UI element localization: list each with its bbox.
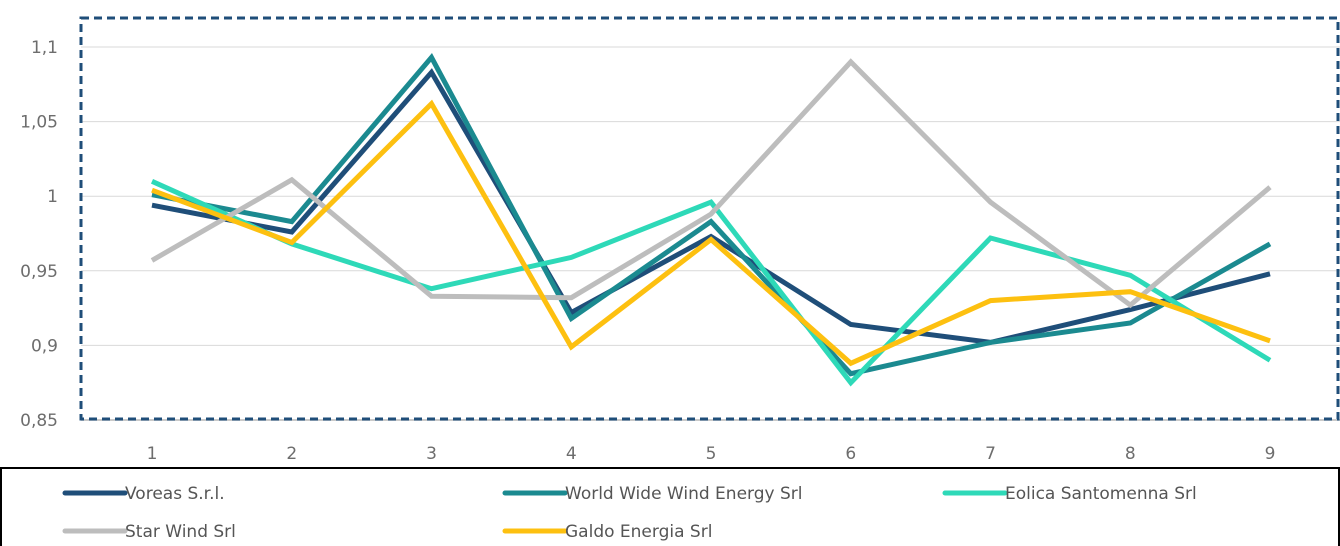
- y-tick-label: 1,1: [31, 38, 58, 58]
- legend-label: Eolica Santomenna Srl: [1005, 484, 1197, 504]
- x-tick-label: 1: [147, 444, 158, 464]
- x-tick-label: 7: [985, 444, 996, 464]
- legend-label: Star Wind Srl: [125, 522, 236, 542]
- y-tick-label: 0,9: [31, 336, 58, 356]
- x-tick-label: 4: [566, 444, 577, 464]
- y-tick-label: 0,95: [20, 262, 58, 282]
- x-tick-label: 8: [1125, 444, 1136, 464]
- legend-label: Voreas S.r.l.: [125, 484, 225, 504]
- x-tick-label: 5: [706, 444, 717, 464]
- x-tick-label: 3: [426, 444, 437, 464]
- x-tick-label: 9: [1265, 444, 1276, 464]
- y-tick-label: 1: [47, 187, 58, 207]
- y-tick-label: 1,05: [20, 113, 58, 133]
- legend: Voreas S.r.l. World Wide Wind Energy Srl E…: [1, 468, 1339, 546]
- legend-label: World Wide Wind Energy Srl: [565, 484, 803, 504]
- x-tick-label: 2: [286, 444, 297, 464]
- y-tick-label: 0,85: [20, 411, 58, 431]
- legend-label: Galdo Energia Srl: [565, 522, 712, 542]
- x-tick-label: 6: [845, 444, 856, 464]
